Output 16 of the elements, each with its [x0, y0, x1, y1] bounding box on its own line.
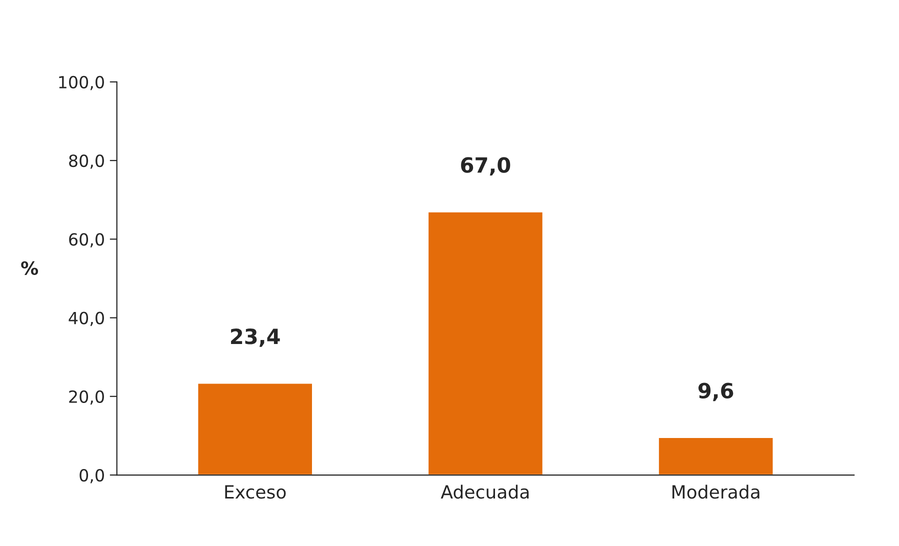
- y-tick-label: 0,0: [80, 468, 104, 484]
- y-tick-label: 20,0: [69, 390, 104, 405]
- y-tick-label: 80,0: [69, 154, 104, 169]
- data-label: 23,4: [231, 328, 280, 347]
- x-tick-label: Adecuada: [440, 484, 529, 499]
- x-tick-label: Exceso: [225, 485, 286, 499]
- y-tick-label: 100,0: [59, 76, 104, 90]
- y-tick-label: 40,0: [68, 312, 104, 326]
- data-label: 9,6: [698, 382, 734, 402]
- x-tick-label: Moderada: [672, 484, 760, 499]
- bar: [196, 382, 314, 476]
- bar: [658, 436, 774, 476]
- bar: [427, 210, 544, 476]
- data-label: 67,0: [461, 157, 510, 176]
- y-axis-title: %: [21, 261, 38, 275]
- y-tick-label: 60,0: [69, 233, 104, 248]
